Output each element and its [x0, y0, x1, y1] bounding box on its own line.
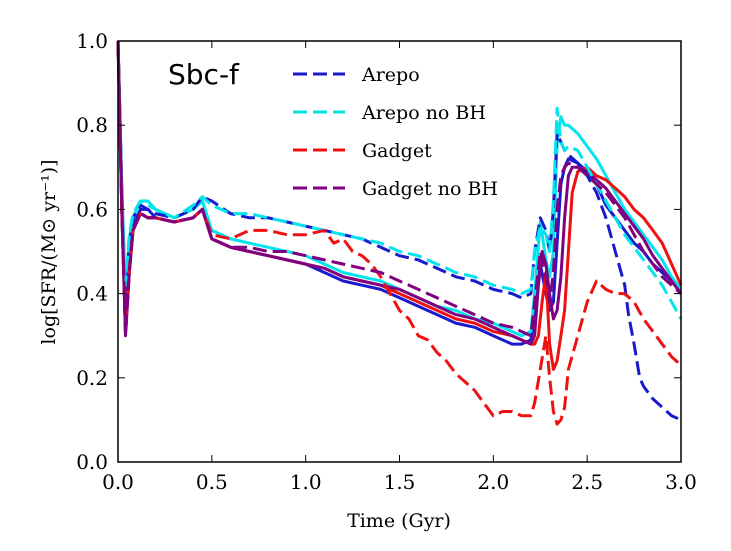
series-layer — [116, 40, 683, 426]
x-tick-label-6: 3.0 — [665, 470, 697, 494]
series-line-gadget-dashed — [116, 40, 682, 426]
y-tick-label-1: 0.2 — [76, 366, 108, 390]
y-tick-label-0: 0.0 — [76, 450, 108, 474]
x-tick-label-4: 2.0 — [477, 470, 509, 494]
y-axis-label: log[SFR/(M⊙ yr⁻¹)] — [38, 159, 60, 344]
x-axis-label: Time (Gyr) — [347, 510, 451, 532]
chart-title: Sbc-f — [168, 58, 240, 91]
x-tick-label-2: 1.0 — [290, 470, 322, 494]
y-tick-label-2: 0.4 — [76, 282, 108, 306]
series-line-arepo-no-bh-dashed — [116, 40, 683, 320]
series-line-arepo-dashed — [116, 40, 682, 422]
tick-layer: 0.0 0.5 1.0 1.5 2.0 2.5 3.0 0.0 0.2 0.4 0.6 0.8 1.0 — [76, 29, 697, 494]
x-tick-label-0: 0.0 — [102, 470, 134, 494]
x-tick-label-1: 0.5 — [196, 470, 228, 494]
y-tick-label-3: 0.6 — [76, 197, 108, 221]
y-tick-label-4: 0.8 — [76, 113, 108, 137]
series-line-gadget-no-bh-dashed — [116, 40, 682, 338]
legend-label-arepo-no-bh: Arepo no BH — [361, 102, 486, 124]
x-tick-label-3: 1.5 — [384, 470, 416, 494]
legend-label-arepo: Arepo — [361, 64, 420, 86]
legend: Arepo Arepo no BH Gadget Gadget no BH — [293, 64, 498, 200]
x-tick-label-5: 2.5 — [571, 470, 603, 494]
legend-label-gadget-no-bh: Gadget no BH — [362, 178, 498, 200]
y-tick-label-5: 1.0 — [76, 29, 108, 53]
legend-label-gadget: Gadget — [362, 140, 432, 162]
